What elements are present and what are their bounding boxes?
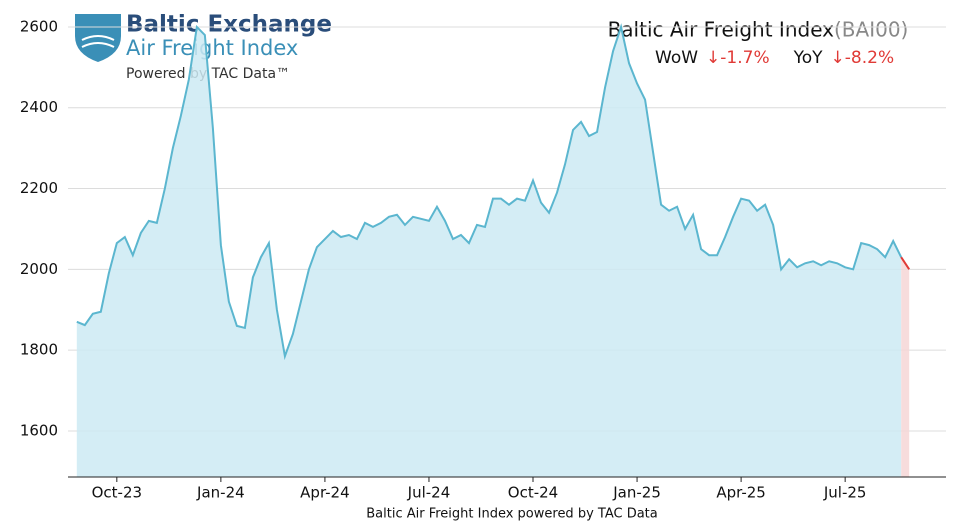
chart-title: Baltic Air Freight Index [608, 18, 835, 42]
logo-title: Baltic Exchange [126, 12, 332, 38]
y-tick-label: 2600 [20, 17, 58, 35]
logo-shield [75, 14, 121, 62]
latest-line [900, 256, 911, 270]
x-tick-label: Jan-25 [612, 484, 661, 502]
y-tick-label: 1600 [20, 421, 58, 439]
y-tick-label: 2000 [20, 260, 58, 278]
x-tick-label: Oct-24 [508, 484, 558, 502]
x-tick-label: Jul-25 [823, 484, 867, 502]
stat-value: ↓-1.7% [706, 48, 770, 68]
x-tick-label: Apr-24 [300, 484, 350, 502]
x-tick-label: Oct-23 [92, 484, 142, 502]
y-tick-label: 2400 [20, 98, 58, 116]
x-tick-label: Jan-24 [196, 484, 245, 502]
area-fill [76, 26, 902, 477]
stat-label: WoW [655, 48, 698, 68]
latest-area-fill [901, 257, 910, 477]
line [76, 23, 903, 361]
y-tick-label: 2200 [20, 179, 58, 197]
x-tick-label: Jul-24 [407, 484, 451, 502]
y-tick-label: 1800 [20, 341, 58, 359]
x-tick-label: Apr-25 [716, 484, 766, 502]
stat-value: ↓-8.2% [831, 48, 895, 68]
index-code: (BAI00) [834, 18, 908, 42]
logo-subtitle: Air Freight Index [126, 36, 298, 60]
stat-label: YoY [793, 48, 824, 68]
x-axis-label: Baltic Air Freight Index powered by TAC … [366, 507, 658, 522]
logo: Baltic Exchange Air Freight Index [75, 12, 332, 62]
logo-waves [81, 35, 115, 48]
